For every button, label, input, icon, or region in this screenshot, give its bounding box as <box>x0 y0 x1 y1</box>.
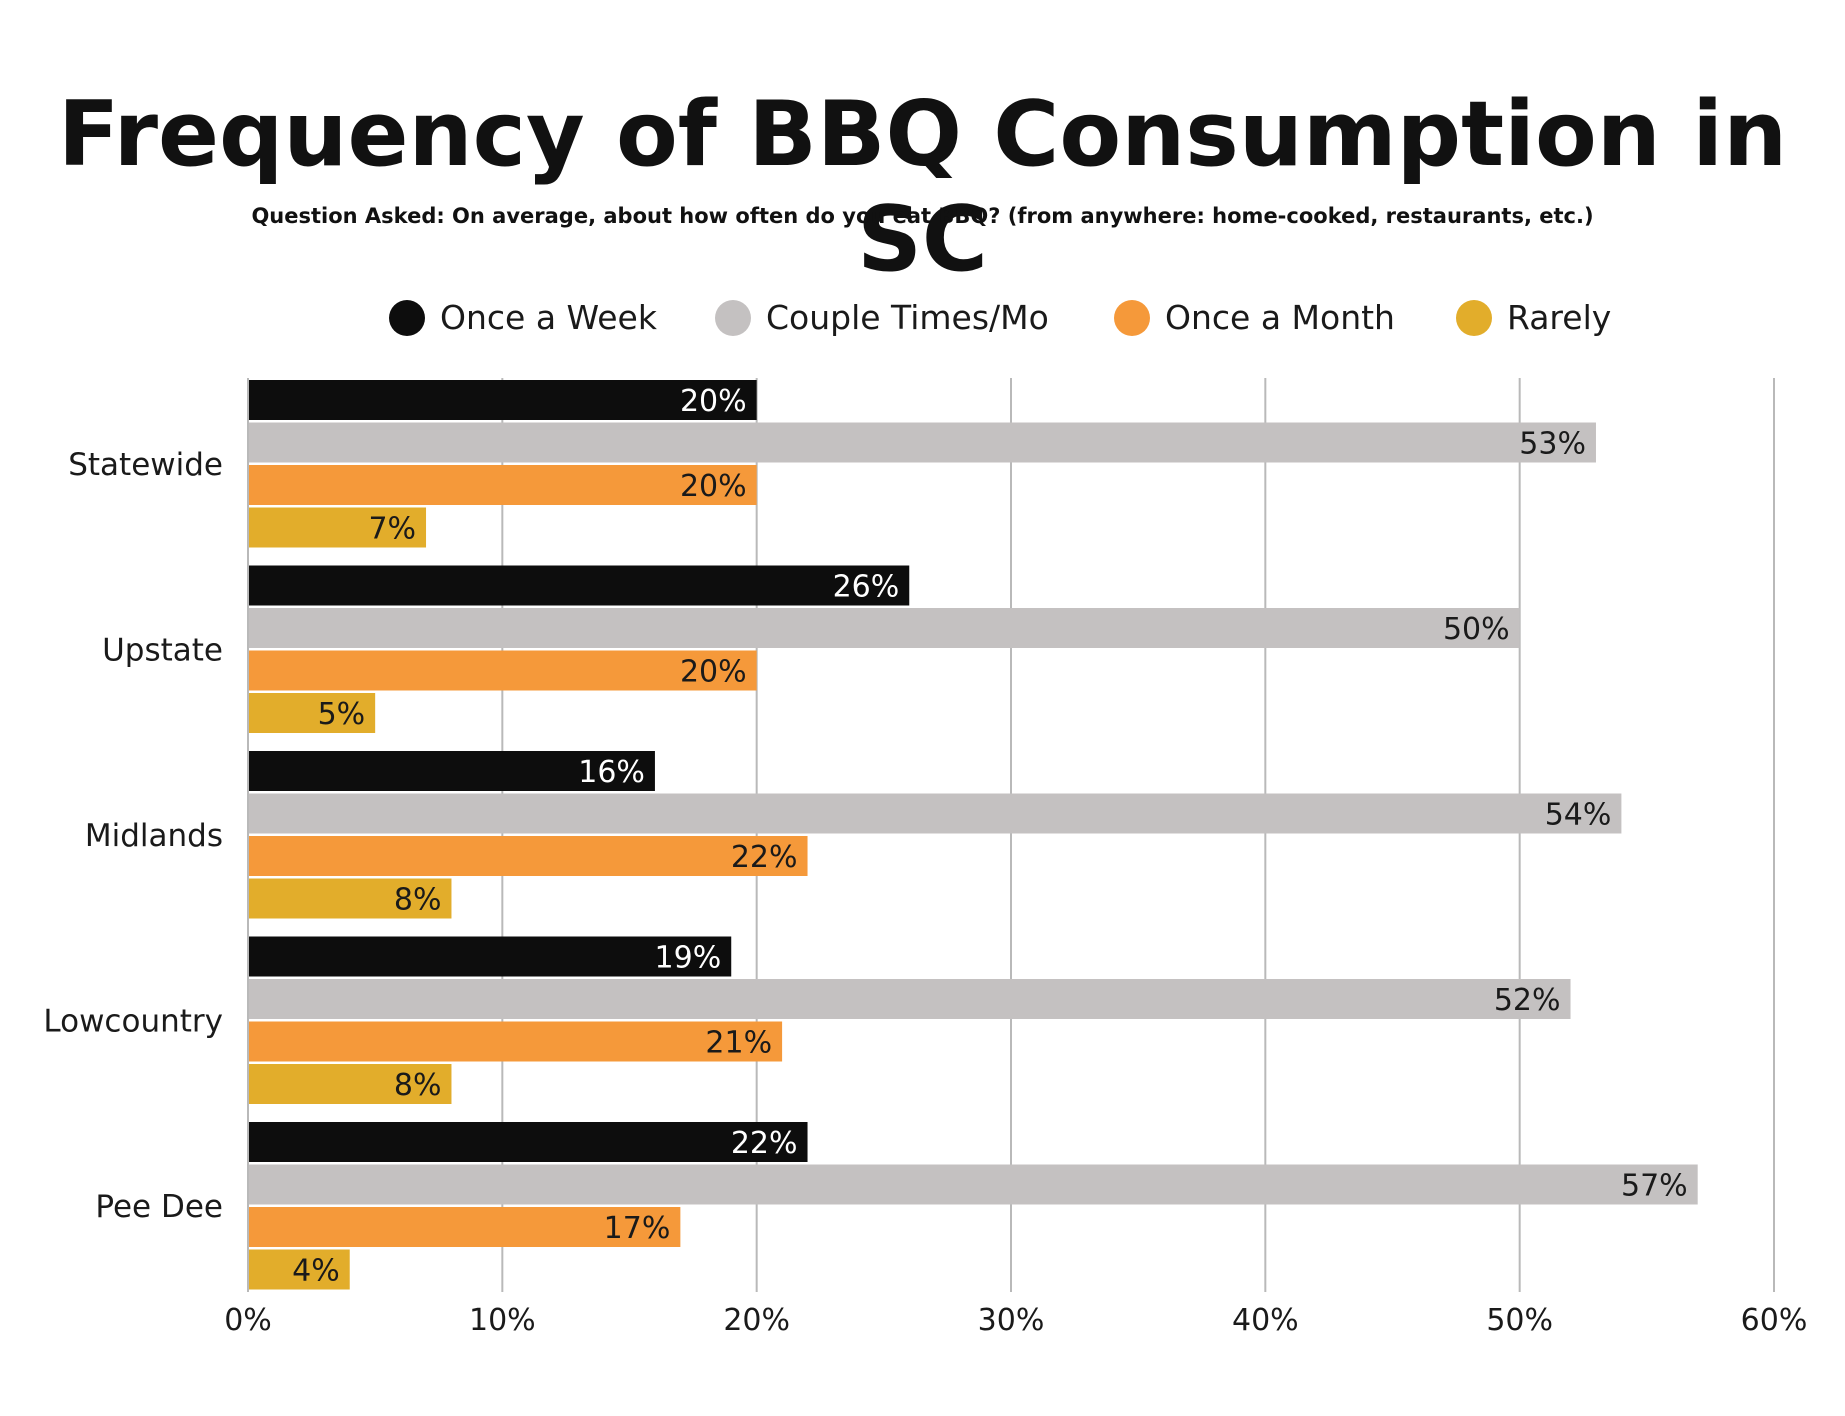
x-tick-label-20: 20% <box>723 1303 790 1338</box>
bar-lowcountry-once-a-week <box>248 936 732 977</box>
x-axis: 0% 10% 20% 30% 40% 50% 60% <box>224 378 1807 1338</box>
bar-midlands-couple-times-mo <box>248 793 1622 834</box>
bar-midlands-once-a-month <box>248 836 808 876</box>
x-tick-label-10: 10% <box>469 1303 536 1338</box>
category-labels: Statewide Upstate Midlands Lowcountry Pee De… <box>43 447 223 1225</box>
data-label-statewide-once-a-month: 20% <box>680 469 747 504</box>
bar-lowcountry-rarely <box>248 1064 452 1104</box>
legend-swatch-once-a-month <box>1114 300 1150 336</box>
data-label-upstate-once-a-month: 20% <box>680 655 747 690</box>
bar-lowcountry-once-a-month <box>248 1021 783 1062</box>
bars: 20% 53% 20% 7% 26% 50% 20% 5% 16% 54% 22% 8% 19% 52% 2… <box>248 380 1698 1290</box>
x-tick-label-40: 40% <box>1232 1303 1299 1338</box>
legend-swatch-rarely <box>1456 300 1492 336</box>
bar-statewide-once-a-week <box>248 380 757 420</box>
data-label-lowcountry-couple-times-mo: 52% <box>1494 983 1561 1018</box>
x-tick-label-0: 0% <box>224 1303 272 1338</box>
legend-label-once-a-week: Once a Week <box>440 298 658 337</box>
bar-pee-dee-couple-times-mo <box>248 1164 1698 1205</box>
category-label-upstate: Upstate <box>102 632 223 668</box>
bar-midlands-once-a-week <box>248 751 655 791</box>
legend-label-rarely: Rarely <box>1507 298 1611 337</box>
x-tick-label-30: 30% <box>978 1303 1045 1338</box>
bar-upstate-rarely <box>248 693 376 733</box>
data-label-upstate-rarely: 5% <box>318 697 366 732</box>
bar-pee-dee-once-a-week <box>248 1122 808 1162</box>
bar-upstate-once-a-month <box>248 650 757 691</box>
data-label-pee-dee-couple-times-mo: 57% <box>1621 1169 1688 1204</box>
data-label-midlands-once-a-week: 16% <box>578 755 645 790</box>
bar-pee-dee-once-a-month <box>248 1207 681 1247</box>
x-tick-label-60: 60% <box>1741 1303 1808 1338</box>
bar-statewide-once-a-month <box>248 465 757 505</box>
data-label-midlands-once-a-month: 22% <box>731 840 798 875</box>
category-label-pee-dee: Pee Dee <box>95 1189 223 1225</box>
chart-title: Frequency of BBQ Consumption in SC <box>57 82 1788 292</box>
bar-statewide-rarely <box>248 507 427 548</box>
legend-label-once-a-month: Once a Month <box>1165 298 1395 337</box>
data-label-upstate-couple-times-mo: 50% <box>1443 612 1510 647</box>
data-label-midlands-rarely: 8% <box>394 883 442 918</box>
legend-swatch-couple-times-mo <box>715 300 751 336</box>
data-label-lowcountry-once-a-month: 21% <box>705 1026 772 1061</box>
data-label-statewide-once-a-week: 20% <box>680 384 747 419</box>
x-tick-label-50: 50% <box>1486 1303 1553 1338</box>
data-label-lowcountry-once-a-week: 19% <box>655 941 722 976</box>
category-label-statewide: Statewide <box>68 447 223 483</box>
bar-upstate-once-a-week <box>248 565 910 606</box>
bar-midlands-rarely <box>248 878 452 919</box>
data-label-lowcountry-rarely: 8% <box>394 1068 442 1103</box>
data-label-statewide-couple-times-mo: 53% <box>1519 427 1586 462</box>
bar-pee-dee-rarely <box>248 1249 350 1290</box>
data-label-midlands-couple-times-mo: 54% <box>1545 798 1612 833</box>
data-label-upstate-once-a-week: 26% <box>833 570 900 605</box>
bar-upstate-couple-times-mo <box>248 608 1520 648</box>
data-label-pee-dee-once-a-month: 17% <box>604 1211 671 1246</box>
data-label-statewide-rarely: 7% <box>368 512 416 547</box>
chart-subtitle: Question Asked: On average, about how of… <box>251 204 1594 228</box>
category-label-midlands: Midlands <box>85 818 223 854</box>
legend-swatch-once-a-week <box>389 300 425 336</box>
legend-label-couple-times-mo: Couple Times/Mo <box>766 298 1049 337</box>
data-label-pee-dee-rarely: 4% <box>292 1254 340 1289</box>
data-label-pee-dee-once-a-week: 22% <box>731 1126 798 1161</box>
bar-lowcountry-couple-times-mo <box>248 979 1571 1019</box>
legend: Once a Week Couple Times/Mo Once a Month Ra… <box>389 298 1611 337</box>
category-label-lowcountry: Lowcountry <box>43 1003 223 1039</box>
bar-statewide-couple-times-mo <box>248 422 1596 463</box>
